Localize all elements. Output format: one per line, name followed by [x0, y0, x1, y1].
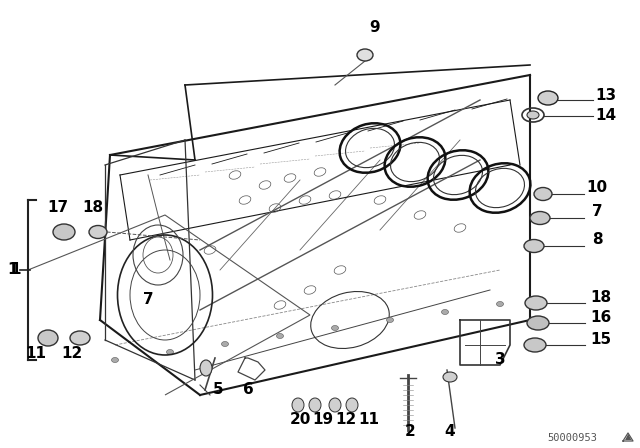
Ellipse shape [292, 398, 304, 412]
Text: 11: 11 [358, 413, 380, 427]
Ellipse shape [524, 240, 544, 253]
Ellipse shape [524, 338, 546, 352]
Text: 3: 3 [495, 353, 506, 367]
Ellipse shape [527, 316, 549, 330]
Text: 17: 17 [47, 201, 68, 215]
Ellipse shape [329, 398, 341, 412]
Ellipse shape [166, 349, 173, 354]
Text: 9: 9 [370, 21, 380, 35]
Text: 8: 8 [592, 233, 602, 247]
Ellipse shape [221, 341, 228, 346]
Text: 10: 10 [586, 181, 607, 195]
Text: 12: 12 [335, 413, 356, 427]
Text: 1: 1 [8, 263, 19, 277]
Ellipse shape [357, 49, 373, 61]
Ellipse shape [89, 225, 107, 238]
Text: 7: 7 [592, 204, 602, 220]
Text: 6: 6 [243, 383, 253, 397]
Text: 12: 12 [61, 346, 83, 362]
Ellipse shape [276, 333, 284, 339]
Ellipse shape [387, 318, 394, 323]
Ellipse shape [200, 360, 212, 376]
Text: 4: 4 [445, 425, 455, 439]
Ellipse shape [332, 326, 339, 331]
Ellipse shape [525, 296, 547, 310]
Ellipse shape [534, 188, 552, 201]
Text: 19: 19 [312, 413, 333, 427]
Ellipse shape [442, 310, 449, 314]
Ellipse shape [346, 398, 358, 412]
Text: 11: 11 [26, 346, 47, 362]
Ellipse shape [111, 358, 118, 362]
Text: 18: 18 [591, 290, 612, 306]
Text: 2: 2 [404, 425, 415, 439]
Ellipse shape [527, 111, 539, 119]
Ellipse shape [538, 91, 558, 105]
Ellipse shape [53, 224, 75, 240]
Ellipse shape [443, 372, 457, 382]
Text: ▲: ▲ [625, 432, 631, 441]
Text: 20: 20 [289, 413, 310, 427]
Text: 16: 16 [590, 310, 612, 326]
Text: 5: 5 [212, 383, 223, 397]
Ellipse shape [530, 211, 550, 224]
Text: 15: 15 [591, 332, 612, 348]
Ellipse shape [38, 330, 58, 346]
Ellipse shape [70, 331, 90, 345]
Text: 14: 14 [595, 108, 616, 122]
Text: 18: 18 [83, 201, 104, 215]
Ellipse shape [497, 302, 504, 306]
Text: 1: 1 [11, 263, 21, 277]
Ellipse shape [309, 398, 321, 412]
Text: 13: 13 [595, 87, 616, 103]
Text: 7: 7 [143, 293, 154, 307]
Text: 50000953: 50000953 [547, 433, 597, 443]
